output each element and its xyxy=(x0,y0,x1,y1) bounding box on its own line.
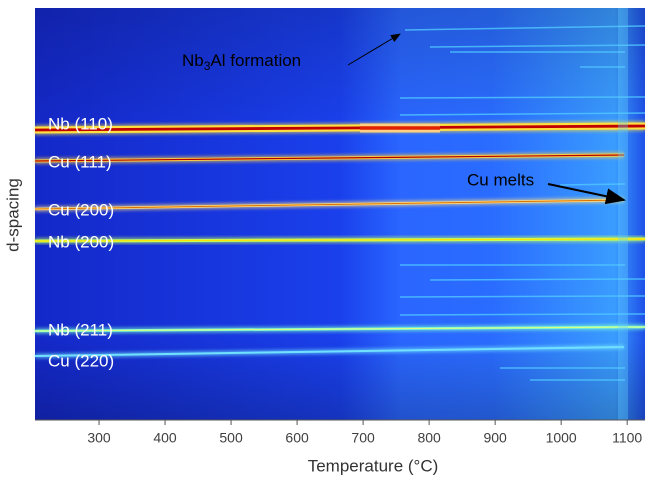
faint-streak xyxy=(399,112,646,116)
annotation-part: 3 xyxy=(204,59,211,73)
peak-label: Nb (211) xyxy=(48,320,113,339)
y-axis-title: d-spacing xyxy=(3,178,22,252)
heatmap-shade xyxy=(35,8,645,420)
x-tick-label: 500 xyxy=(219,430,243,446)
peak-label: Cu (111) xyxy=(48,152,112,171)
faint-streak xyxy=(429,44,646,48)
annotation: Nb3Al formation xyxy=(182,51,301,73)
streaks xyxy=(34,8,646,420)
faint-streak xyxy=(399,96,646,99)
streak-core xyxy=(34,326,646,332)
peak-label: Nb (200) xyxy=(48,232,114,251)
faint-streak xyxy=(559,183,626,186)
annotation-arrow xyxy=(547,183,626,205)
x-tick-label: 600 xyxy=(285,430,309,446)
peak-label: Nb (110) xyxy=(48,114,113,133)
faint-streak xyxy=(399,295,646,298)
bright-column xyxy=(618,8,628,420)
faint-streak xyxy=(429,278,646,281)
annotation-part: Nb xyxy=(182,51,204,70)
x-axis-title: Temperature (°C) xyxy=(308,456,439,475)
streak xyxy=(34,346,625,357)
peak-label: Cu (200) xyxy=(48,200,114,219)
x-tick-label: 900 xyxy=(483,430,507,446)
x-tick-label: 400 xyxy=(153,430,177,446)
x-tick-label: 1000 xyxy=(546,430,577,446)
annotation-arrow xyxy=(347,33,401,66)
streak-core xyxy=(34,154,625,162)
x-tick-label: 300 xyxy=(87,430,111,446)
x-tick-label: 800 xyxy=(417,430,441,446)
x-tick-label: 1100 xyxy=(612,430,642,446)
annotation: Cu melts xyxy=(467,170,534,189)
faint-streak xyxy=(399,313,646,316)
streak-core xyxy=(34,124,646,132)
streak-core xyxy=(34,238,646,242)
streak-core xyxy=(34,199,625,210)
peak-label: Cu (220) xyxy=(48,351,114,370)
annotation-part: Al formation xyxy=(210,51,301,70)
faint-streak xyxy=(404,25,646,31)
x-tick-label: 700 xyxy=(351,430,375,446)
